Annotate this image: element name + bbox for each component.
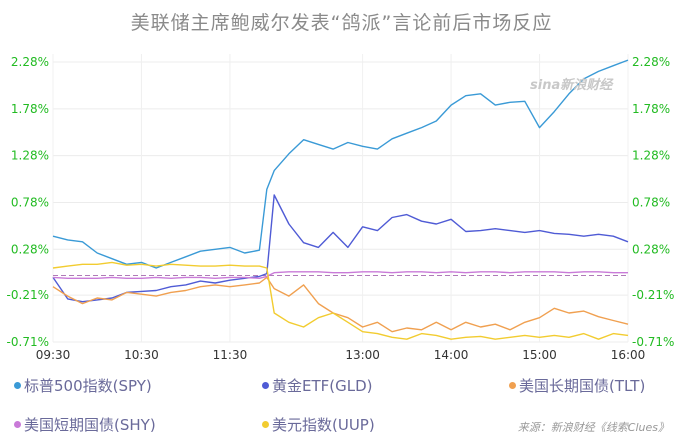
- y-tick-label-right: -0.71%: [632, 335, 674, 349]
- x-tick-label: 16:00: [611, 348, 646, 362]
- x-tick-label: 11:30: [213, 348, 248, 362]
- legend-label-uup: 美元指数(UUP): [272, 416, 375, 434]
- legend-label-shy: 美国短期国债(SHY): [24, 416, 156, 434]
- legend-label-tlt: 美国长期国债(TLT): [519, 377, 646, 395]
- legend-label-spy: 标普500指数(SPY): [24, 377, 152, 395]
- legend-marker-uup: [262, 421, 269, 428]
- x-tick-label: 14:00: [434, 348, 469, 362]
- y-tick-label-right: 1.28%: [632, 149, 670, 163]
- y-tick-label-left: -0.71%: [7, 335, 49, 349]
- y-tick-label-left: 1.28%: [11, 149, 49, 163]
- legend-marker-gld: [262, 382, 269, 389]
- y-tick-label-right: 0.28%: [632, 242, 670, 256]
- sina-watermark: sina新浪财经: [530, 78, 613, 93]
- y-tick-label-left: 0.78%: [11, 195, 49, 209]
- series-line-uup: [52, 261, 629, 340]
- legend-marker-spy: [14, 382, 21, 389]
- legend-item-gld[interactable]: 黄金ETF(GLD): [262, 375, 373, 396]
- chart-title: 美联储主席鲍威尔发表“鸽派”言论前后市场反应: [130, 12, 553, 34]
- y-tick-label-right: 0.78%: [632, 195, 670, 209]
- legend-item-uup[interactable]: 美元指数(UUP): [262, 414, 375, 435]
- y-tick-label-right: -0.21%: [632, 288, 674, 302]
- legend-label-gld: 黄金ETF(GLD): [272, 377, 373, 395]
- y-tick-label-left: 0.28%: [11, 242, 49, 256]
- y-tick-label-right: 1.78%: [632, 102, 670, 116]
- source-note: 来源：新浪财经《线索Clues》: [517, 421, 669, 434]
- legend-marker-shy: [14, 421, 21, 428]
- y-tick-label-left: -0.21%: [7, 288, 49, 302]
- y-tick-label-left: 1.78%: [11, 102, 49, 116]
- x-tick-label: 13:00: [345, 348, 380, 362]
- x-tick-label: 15:00: [522, 348, 557, 362]
- legend-item-spy[interactable]: 标普500指数(SPY): [14, 375, 152, 396]
- legend-marker-tlt: [509, 382, 516, 389]
- legend-item-tlt[interactable]: 美国长期国债(TLT): [509, 375, 645, 396]
- series-line-gld: [52, 194, 629, 303]
- y-tick-label-left: 2.28%: [11, 55, 49, 69]
- series-line-shy: [52, 271, 628, 279]
- series-line-tlt: [52, 276, 629, 333]
- x-tick-label: 09:30: [36, 348, 71, 362]
- x-tick-label: 10:30: [124, 348, 159, 362]
- y-tick-label-right: 2.28%: [632, 55, 670, 69]
- legend-item-shy[interactable]: 美国短期国债(SHY): [14, 414, 156, 435]
